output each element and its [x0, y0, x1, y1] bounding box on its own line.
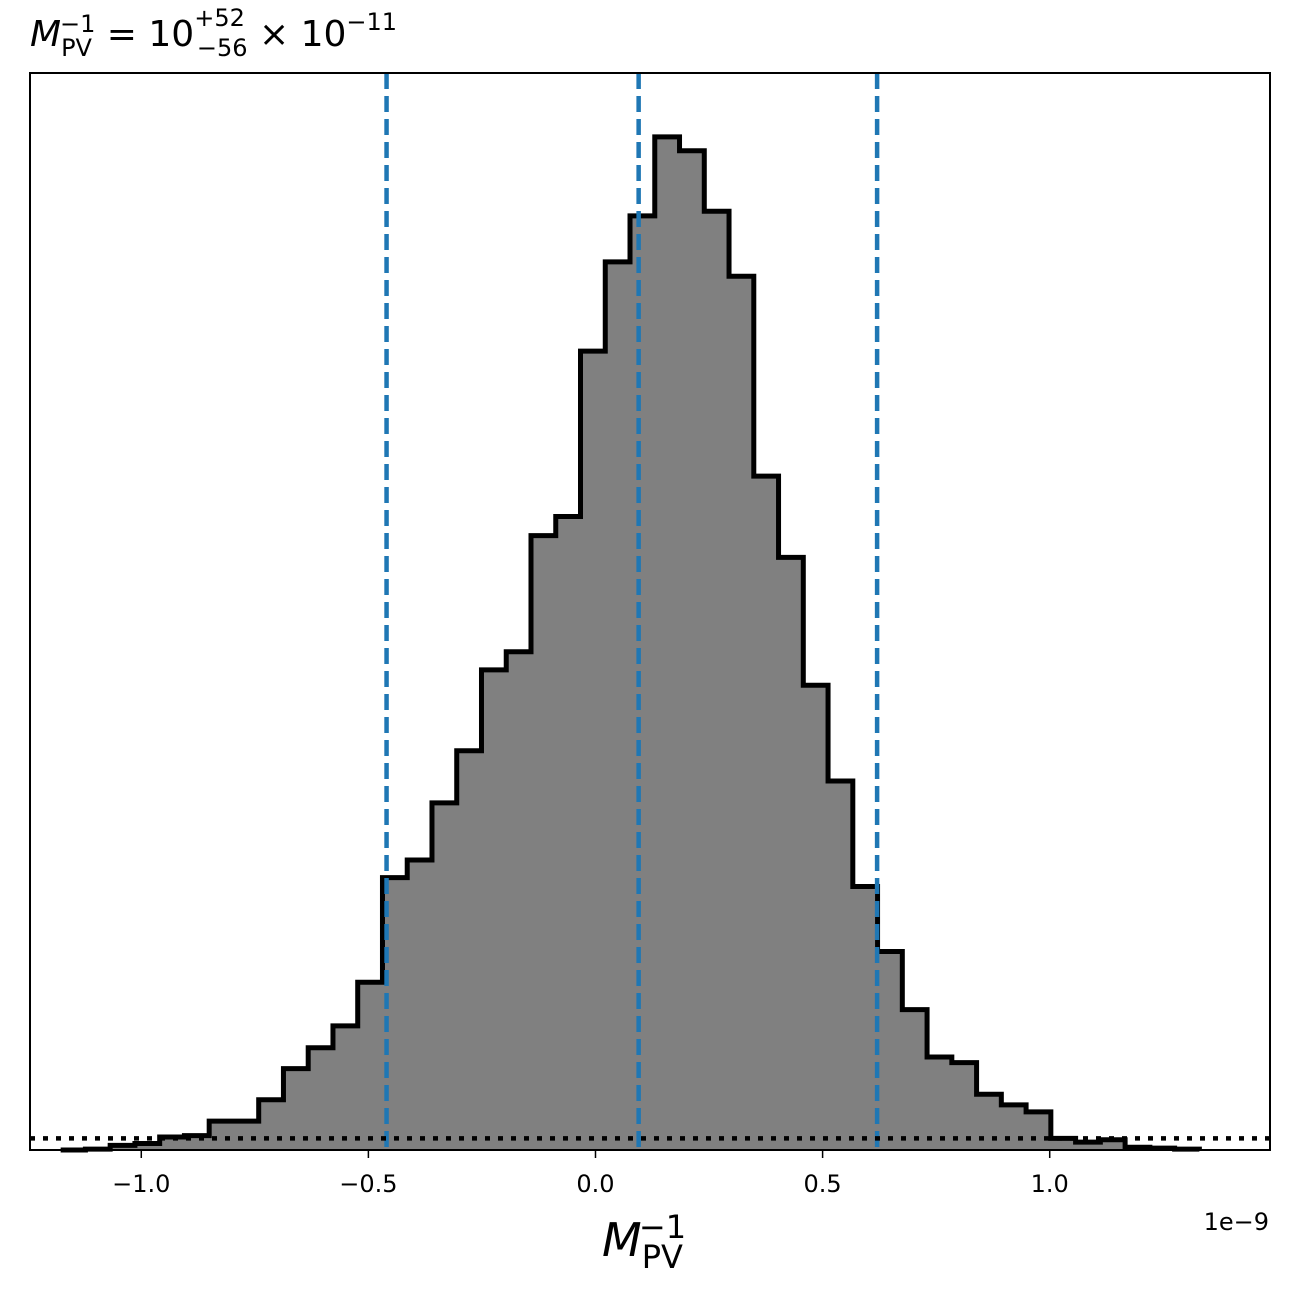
histogram-bar	[382, 877, 408, 1150]
chart-title: MPV−1 = 10+52 −56 × 10−11	[30, 4, 397, 62]
histogram-bar	[976, 1094, 1002, 1150]
histogram-bar	[753, 476, 780, 1150]
histogram-outline-layer	[60, 134, 1202, 1153]
histogram-bar	[1001, 1104, 1027, 1150]
x-tick-label: −1.0	[112, 1170, 170, 1198]
x-tick-label: 1.0	[1031, 1170, 1069, 1198]
histogram-bar	[555, 516, 582, 1150]
histogram-bar	[332, 1025, 359, 1150]
title-exponent: −11	[346, 8, 397, 36]
histogram-bar	[134, 1143, 161, 1150]
x-ticks: −1.0 −0.5 0.0 0.5 1.0	[112, 1150, 1069, 1198]
histogram-bar	[803, 685, 829, 1150]
histogram-bar	[927, 1057, 953, 1150]
histogram-bar	[580, 351, 606, 1150]
histogram-bar	[407, 859, 433, 1150]
histogram-bar	[357, 982, 383, 1150]
histogram-bar	[506, 651, 532, 1150]
histogram-bar	[704, 211, 730, 1150]
histogram-outline	[60, 134, 1202, 1153]
histogram-bar	[1100, 1139, 1126, 1150]
title-times: × 10	[248, 14, 347, 55]
title-equals: =	[95, 14, 148, 55]
x-axis-offset-label: 1e−9	[1204, 1208, 1269, 1236]
histogram-fill	[85, 136, 1200, 1151]
axes-frame	[29, 72, 1271, 1151]
histogram-bar	[654, 136, 681, 1151]
histogram-bar	[852, 886, 879, 1150]
histogram-bar	[1026, 1111, 1052, 1150]
x-tick-label: −0.5	[339, 1170, 397, 1198]
title-lower-error: −56	[197, 34, 248, 62]
histogram-bar	[951, 1062, 978, 1150]
histogram-bar	[1075, 1142, 1101, 1150]
histogram-bar	[530, 535, 557, 1150]
x-axis-label: MPV−1	[602, 1208, 686, 1276]
histogram-bar	[481, 669, 507, 1150]
histogram-bar	[828, 780, 854, 1150]
xlabel-subscript: PV	[642, 1238, 683, 1276]
xlabel-superscript: −1	[639, 1208, 686, 1246]
histogram-bar	[630, 215, 656, 1150]
histogram-bar	[679, 150, 705, 1150]
title-superscript: −1	[60, 10, 95, 38]
histogram-bar	[159, 1136, 185, 1150]
histogram-bar	[233, 1121, 260, 1150]
histogram-bar	[258, 1099, 284, 1150]
histogram-bar	[1050, 1138, 1077, 1150]
histogram-bar	[456, 750, 482, 1150]
histogram-bar	[729, 276, 755, 1150]
histogram-bar	[209, 1121, 235, 1150]
x-tick-label: 0.0	[576, 1170, 614, 1198]
xlabel-symbol: M	[602, 1213, 642, 1267]
histogram-bar	[308, 1047, 334, 1150]
reference-lines	[384, 73, 880, 1150]
title-symbol: M	[30, 14, 61, 55]
title-subscript: PV	[61, 34, 92, 62]
histogram-bar	[778, 557, 804, 1150]
title-upper-error: +52	[194, 4, 245, 32]
histogram-bar	[605, 261, 631, 1150]
histogram-bar	[877, 951, 903, 1150]
histogram-bar	[431, 802, 458, 1150]
histogram-bar	[902, 1009, 928, 1150]
x-tick-label: 0.5	[804, 1170, 842, 1198]
title-value: 10	[148, 14, 194, 55]
